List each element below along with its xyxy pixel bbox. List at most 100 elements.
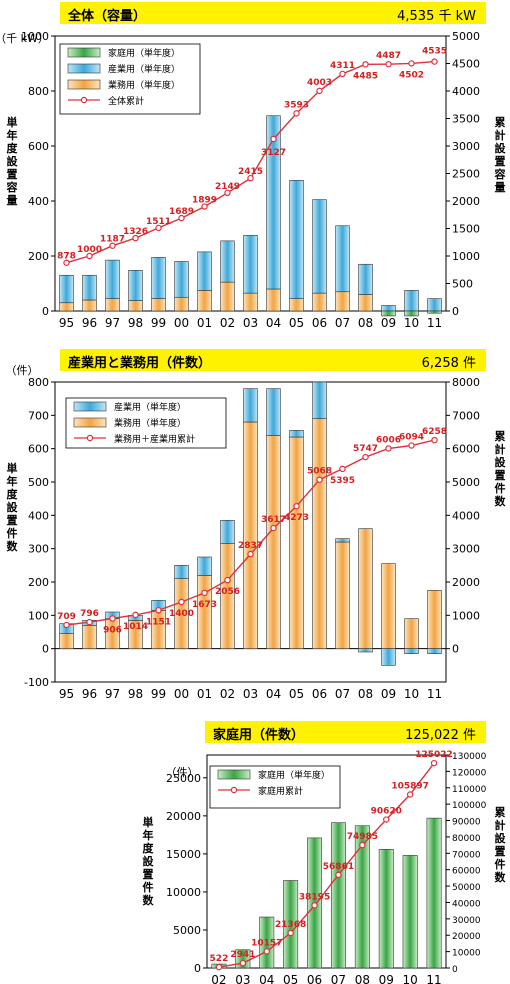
chart2-bar-commercial <box>335 541 350 649</box>
chart1-cumulative-point <box>431 58 438 65</box>
chart1-cumulative-label: 4485 <box>353 71 378 81</box>
chart3-bar-residential <box>354 825 370 969</box>
chart1-bar-commercial <box>220 281 235 312</box>
chart3-right-tick-label: 80000 <box>452 834 481 844</box>
chart1-legend-label: 産業用（単年度） <box>108 63 180 75</box>
chart1-category-label: 03 <box>243 316 258 330</box>
chart1-bar-industrial <box>335 225 350 293</box>
chart2-left-tick-label: 200 <box>28 576 49 589</box>
chart3-bar-residential <box>402 855 418 969</box>
chart2-title: 産業用と業務用（件数） <box>68 356 212 371</box>
chart3-left-tick-label: 5000 <box>173 924 201 937</box>
chart2-cumulative-point <box>385 445 392 452</box>
chart2-banner: 産業用と業務用（件数） 6,258 件 <box>60 349 486 371</box>
chart1-bar-industrial <box>381 305 396 312</box>
chart1-cumulative-label: 1899 <box>192 196 217 206</box>
chart2-category-label: 08 <box>358 687 373 701</box>
chart3-category-label: 05 <box>283 973 298 984</box>
chart3-total: 125,022 件 <box>405 728 476 743</box>
chart3-category-label: 06 <box>307 973 322 984</box>
chart3-cumulative-label: 74985 <box>347 832 378 842</box>
chart1-right-tick-label: 500 <box>452 278 473 291</box>
chart1-right-tick-label: 4500 <box>452 58 480 71</box>
chart2-right-tick-label: 7000 <box>452 409 480 422</box>
chart1-bar-industrial <box>427 298 442 312</box>
chart3-svg: 0 5000 10000 15000 20000 25000 0 10000 20000 3000… <box>143 750 507 984</box>
chart2-cumulative-point <box>224 576 231 584</box>
chart3-right-tick-label: 30000 <box>452 916 481 926</box>
chart3-cumulative-label: 10157 <box>251 938 282 948</box>
chart2-bar-industrial <box>404 648 419 654</box>
chart1-category-label: 99 <box>151 316 166 330</box>
chart1-category-label: 02 <box>220 316 235 330</box>
chart2-bar-industrial <box>358 648 373 653</box>
chart1-bar-industrial <box>220 240 235 283</box>
chart2-left-axis-title: 単年度設置件数 <box>7 461 19 553</box>
chart2-left-tick-label: 400 <box>28 509 49 522</box>
chart1-category-label: 04 <box>266 316 281 330</box>
chart1-cumulative-label: 4311 <box>330 61 355 71</box>
chart2-left-tick-label: 500 <box>28 476 49 489</box>
chart1-cumulative-point <box>316 87 323 95</box>
chart2-bar-industrial <box>381 648 396 666</box>
chart2-cumulative-label: 1400 <box>169 609 194 619</box>
chart2-bar-industrial <box>220 520 235 544</box>
chart1-legend-swatch-commercial <box>67 79 101 90</box>
chart1-left-tick-label: 1000 <box>21 30 49 43</box>
chart3-category-label: 04 <box>259 973 274 984</box>
chart2-category-label: 00 <box>174 687 189 701</box>
chart1-bar-residential <box>427 310 442 314</box>
chart1-category-label: 00 <box>174 316 189 330</box>
chart1-cumulative-label: 1000 <box>77 245 102 255</box>
chart1-cumulative-point <box>408 60 415 67</box>
chart2-cumulative-point <box>178 598 185 606</box>
chart1-legend-label: 家庭用（単年度） <box>108 47 180 59</box>
chart3-cumulative-point <box>383 816 390 823</box>
chart2-left-tick-label: 600 <box>28 443 49 456</box>
chart2-category-label: 11 <box>427 687 442 701</box>
chart1-category-label: 05 <box>289 316 304 330</box>
chart1-left-tick-label: 0 <box>42 305 49 318</box>
chart3-cumulative-line <box>218 762 435 968</box>
chart3-right-tick-label: 120000 <box>452 768 487 778</box>
chart2-bar-commercial <box>243 421 258 649</box>
chart2-right-tick-label: 3000 <box>452 543 480 556</box>
chart2-category-label: 02 <box>220 687 235 701</box>
chart1-cumulative-point <box>293 110 300 117</box>
chart3-left-tick-label: 25000 <box>166 772 201 785</box>
chart3-title: 家庭用（件数） <box>213 728 305 743</box>
chart2-category-label: 01 <box>197 687 212 701</box>
chart1-cumulative-point <box>247 174 254 182</box>
chart2-legend-label: 業務用＋産業用累計 <box>114 433 195 445</box>
chart1-right-tick-label: 0 <box>452 305 459 318</box>
chart1-title: 全体（容量） <box>68 9 147 24</box>
chart3-right-tick-label: 70000 <box>452 850 481 860</box>
chart2-cumulative-label: 796 <box>80 609 99 619</box>
chart1-cumulative-label: 4535 <box>422 47 447 57</box>
chart3-right-tick-label: 0 <box>452 965 458 975</box>
chart1-category-label: 06 <box>312 316 327 330</box>
chart1-bar-industrial <box>128 270 143 301</box>
chart1-right-tick-label: 1000 <box>452 250 480 263</box>
chart3-right-tick-label: 100000 <box>452 801 487 811</box>
chart1-right-tick-label: 1500 <box>452 223 480 236</box>
chart3-cumulative-label: 105897 <box>391 781 429 791</box>
chart2-category-label: 96 <box>82 687 97 701</box>
chart2-legend-label: 産業用（単年度） <box>114 401 186 413</box>
chart2-cumulative-label: 5747 <box>353 444 378 454</box>
chart2-bar-industrial <box>243 388 258 423</box>
chart2-cumulative-point <box>86 618 93 626</box>
chart2-left-tick-label: -100 <box>24 676 49 689</box>
chart2-total: 6,258 件 <box>421 356 476 371</box>
chart1-cumulative-label: 3127 <box>261 148 286 158</box>
chart3-legend-label: 家庭用累計 <box>258 785 303 797</box>
chart2-left-tick-label: 700 <box>28 409 49 422</box>
chart3-bar-residential <box>378 849 394 969</box>
chart2-bar-commercial <box>404 618 419 649</box>
chart1-bar-industrial <box>82 274 97 301</box>
chart1-left-tick-label: 600 <box>28 140 49 153</box>
chart3-left-tick-label: 15000 <box>166 848 201 861</box>
chart2-cumulative-point <box>270 524 277 532</box>
chart1-right-tick-label: 3500 <box>452 113 480 126</box>
chart2-cumulative-point <box>362 453 369 461</box>
